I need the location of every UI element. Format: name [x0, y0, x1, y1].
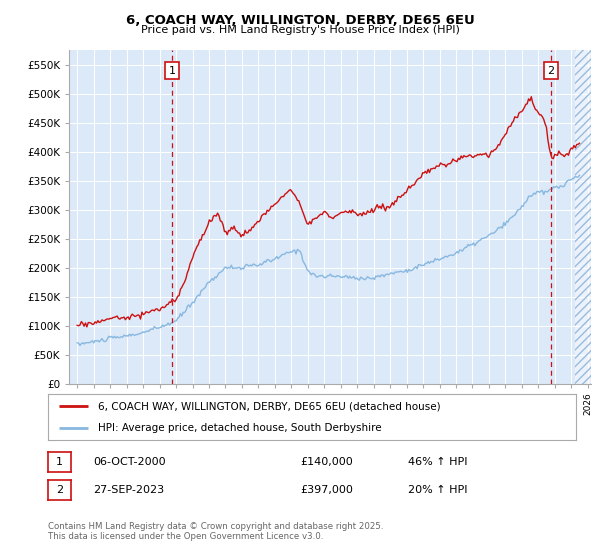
Text: 27-SEP-2023: 27-SEP-2023: [93, 485, 164, 495]
Text: 6, COACH WAY, WILLINGTON, DERBY, DE65 6EU: 6, COACH WAY, WILLINGTON, DERBY, DE65 6E…: [125, 14, 475, 27]
Text: 2: 2: [56, 485, 63, 495]
Bar: [575, 50, 600, 384]
Text: 1: 1: [169, 66, 175, 76]
Text: Contains HM Land Registry data © Crown copyright and database right 2025.
This d: Contains HM Land Registry data © Crown c…: [48, 522, 383, 542]
Text: HPI: Average price, detached house, South Derbyshire: HPI: Average price, detached house, Sout…: [98, 423, 382, 433]
Text: 46% ↑ HPI: 46% ↑ HPI: [408, 457, 467, 467]
Text: Price paid vs. HM Land Registry's House Price Index (HPI): Price paid vs. HM Land Registry's House …: [140, 25, 460, 35]
Text: 06-OCT-2000: 06-OCT-2000: [93, 457, 166, 467]
Text: 6, COACH WAY, WILLINGTON, DERBY, DE65 6EU (detached house): 6, COACH WAY, WILLINGTON, DERBY, DE65 6E…: [98, 401, 441, 411]
Bar: [575, 50, 600, 384]
Text: £140,000: £140,000: [300, 457, 353, 467]
Text: £397,000: £397,000: [300, 485, 353, 495]
Text: 2: 2: [547, 66, 554, 76]
Text: 20% ↑ HPI: 20% ↑ HPI: [408, 485, 467, 495]
Text: 1: 1: [56, 457, 63, 467]
